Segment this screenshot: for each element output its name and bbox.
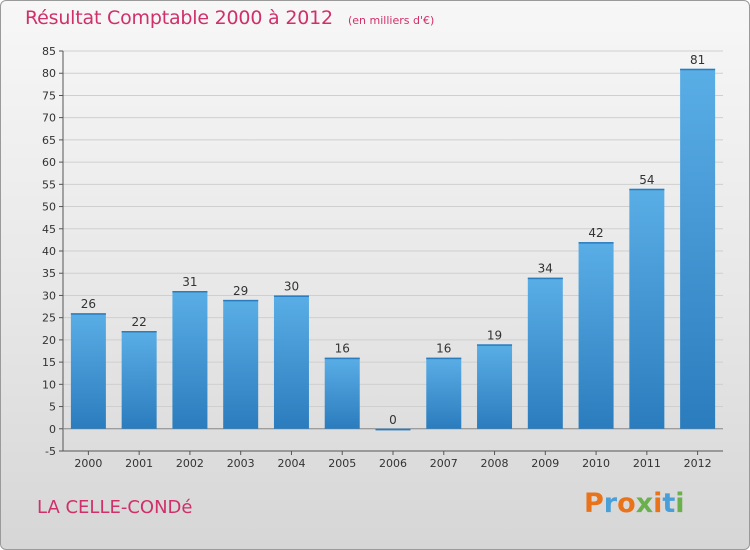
brand-letter: o [617, 488, 636, 519]
y-tick-label: 30 [42, 289, 56, 302]
x-tick-label-2008: 2008 [481, 457, 509, 470]
bar-2002 [172, 291, 208, 429]
place-name: LA CELLE-CONDé [37, 497, 193, 518]
y-tick-label: 80 [42, 67, 56, 80]
data-label-2011: 54 [639, 173, 654, 187]
bar-2001 [121, 331, 157, 429]
data-label-2010: 42 [588, 226, 603, 240]
bar-2011 [629, 188, 665, 429]
brand-letter: P [584, 488, 604, 519]
bar-top-edge [70, 313, 106, 315]
y-tick-label: 55 [42, 178, 56, 191]
x-tick-label-2009: 2009 [531, 457, 559, 470]
y-tick-label: 75 [42, 89, 56, 102]
bars [70, 68, 716, 431]
x-tick-label-2010: 2010 [582, 457, 610, 470]
y-tick-label: 45 [42, 223, 56, 236]
y-tick-label: 60 [42, 156, 56, 169]
data-label-2003: 29 [233, 284, 248, 298]
bar-2004 [273, 295, 309, 429]
y-tick-label: 20 [42, 334, 56, 347]
bar-top-edge [273, 295, 309, 297]
y-tick-label: 65 [42, 134, 56, 147]
x-tick-label-2000: 2000 [74, 457, 102, 470]
y-tick-label: 35 [42, 267, 56, 280]
title-row: Résultat Comptable 2000 à 2012 (en milli… [25, 7, 434, 29]
x-tick-label-2011: 2011 [633, 457, 661, 470]
data-label-2004: 30 [284, 279, 299, 293]
bar-2009 [527, 277, 563, 429]
bar-top-edge [324, 357, 360, 360]
x-tick-label-2001: 2001 [125, 457, 153, 470]
brand-logo: Proxiti [584, 488, 685, 519]
data-label-2009: 34 [538, 262, 553, 276]
data-label-2000: 26 [81, 297, 96, 311]
x-tick-label-2002: 2002 [176, 457, 204, 470]
chart-title: Résultat Comptable 2000 à 2012 [25, 7, 333, 29]
bar-2005 [324, 357, 360, 429]
data-label-2008: 19 [487, 328, 502, 342]
y-tick-label: 85 [42, 45, 56, 58]
bar-top-edge [477, 344, 513, 346]
y-tick-label: 50 [42, 201, 56, 214]
bar-2000 [70, 313, 106, 429]
y-axis-ticks: -5 0 5 10 15 20 25 30 35 40 45 50 55 60 65 70 75 80 85 [42, 45, 63, 458]
data-label-2007: 16 [436, 342, 451, 356]
bar-2008 [477, 344, 513, 429]
y-tick-label: 25 [42, 312, 56, 325]
bar-top-edge [426, 357, 462, 360]
bar-top-edge [375, 428, 411, 431]
y-tick-label: 70 [42, 112, 56, 125]
x-tick-label-2012: 2012 [684, 457, 712, 470]
x-tick-label-2007: 2007 [430, 457, 458, 470]
bar-top-edge [172, 291, 208, 293]
bar-2007 [426, 357, 462, 429]
x-tick-label-2005: 2005 [328, 457, 356, 470]
y-tick-label: 10 [42, 378, 56, 391]
brand-letter: r [603, 488, 618, 519]
bar-2003 [223, 299, 259, 429]
data-label-2006: 0 [389, 413, 397, 427]
bar-top-edge [578, 242, 614, 244]
brand-letter: t [662, 488, 676, 519]
brand-letter: i [653, 488, 663, 519]
y-tick-label: 15 [42, 356, 56, 369]
gridlines [63, 50, 723, 452]
x-tick-label-2003: 2003 [227, 457, 255, 470]
y-tick-label: 40 [42, 245, 56, 258]
brand-letter: x [635, 488, 654, 519]
data-label-2012: 81 [690, 53, 705, 67]
bar-2010 [578, 242, 614, 429]
bar-top-edge [121, 331, 157, 333]
chart-subtitle: (en milliers d'€) [347, 14, 435, 27]
bar-2012 [680, 68, 716, 429]
bar-top-edge [680, 68, 716, 71]
data-label-2001: 22 [132, 315, 147, 329]
bar-top-edge [527, 277, 563, 280]
x-tick-label-2004: 2004 [277, 457, 305, 470]
x-axis-ticks: 2000 2001 2002 2003 2004 2005 2006 2007 2008 2009… [74, 451, 712, 470]
x-tick-label-2006: 2006 [379, 457, 407, 470]
data-labels: 26 22 31 29 30 16 0 16 19 34 42 54 81 [81, 53, 706, 427]
y-tick-label: 5 [49, 401, 56, 414]
bar-top-edge [629, 188, 665, 191]
y-tick-label: 0 [49, 423, 56, 436]
y-tick-label: -5 [45, 445, 56, 458]
bar-top-edge [223, 299, 259, 302]
data-label-2005: 16 [335, 342, 350, 356]
brand-letter: i [675, 488, 685, 519]
data-label-2002: 31 [182, 275, 197, 289]
